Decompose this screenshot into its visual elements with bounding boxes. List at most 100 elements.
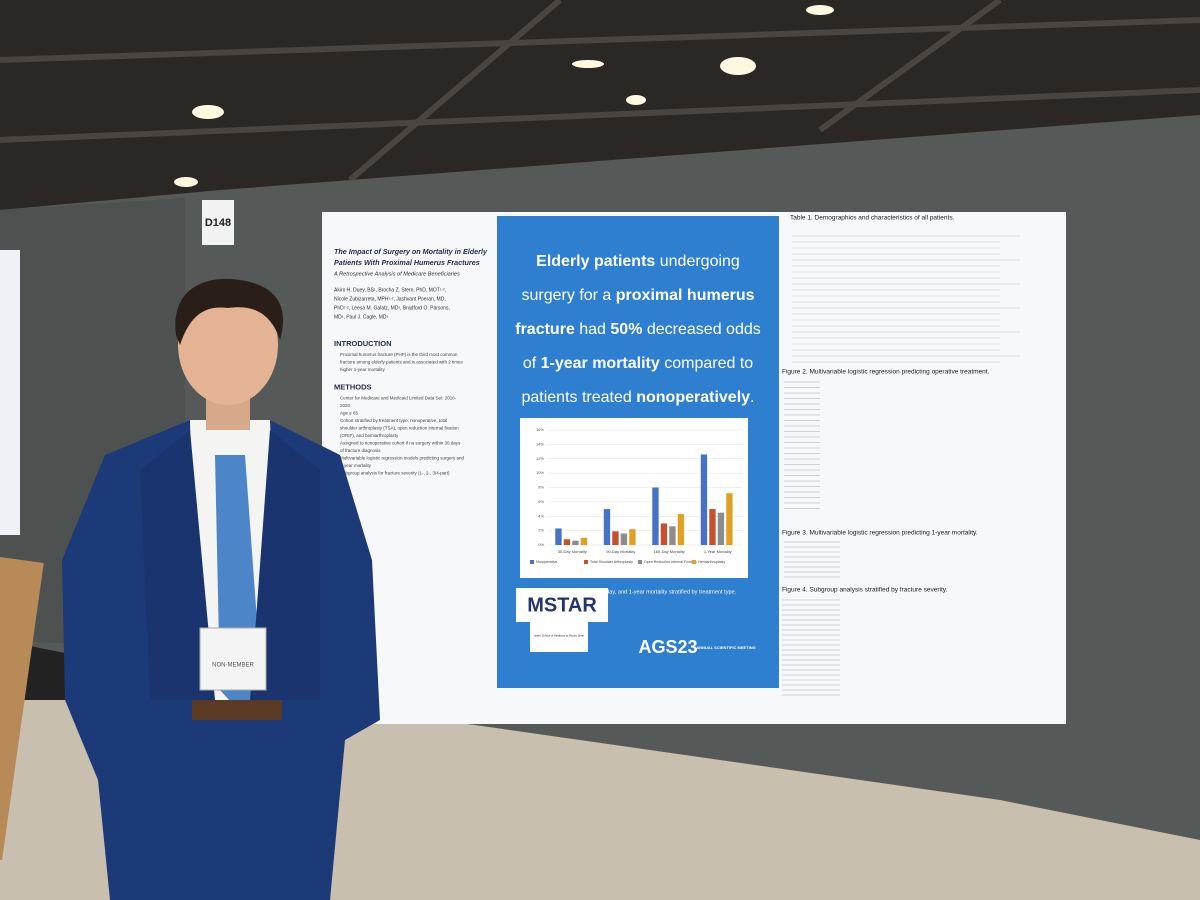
y-tick-label: 8% [538, 485, 544, 490]
bar [629, 529, 636, 545]
y-tick-label: 2% [538, 528, 544, 533]
key-message-segment: Elderly patients [536, 253, 655, 270]
y-tick-label: 10% [536, 470, 544, 475]
lights [174, 5, 834, 187]
section-line: shoulder arthroplasty (TSA), open reduct… [340, 426, 459, 431]
key-message-segment: surgery for a [522, 287, 616, 304]
bar [620, 533, 628, 545]
section-line: fracture among elderly patients and is a… [340, 360, 464, 365]
face [178, 285, 278, 405]
x-tick-label: 180-Day Mortality [654, 549, 685, 554]
section-line: 1-year mortality [340, 463, 372, 468]
table-title: Table 1. Demographics and characteristic… [790, 215, 955, 222]
key-message-line: surgery for a proximal humerus [522, 287, 755, 304]
badge-card [199, 627, 267, 691]
x-tick-label: 30-Day Mortality [558, 549, 587, 554]
section-line: Center for Medicare and Medicaid Limited… [340, 396, 457, 401]
figure-caption: Figure 1. 30-day, 90-day, 180-day, and 1… [532, 589, 737, 595]
section-line: Cohort stratified by treatment type: non… [340, 418, 447, 423]
section-line: 2020 [340, 403, 351, 408]
badge-text: NON-MEMBER [212, 663, 254, 669]
key-message-segment: 50% [610, 321, 642, 338]
key-message-line: of 1-year mortality compared to [523, 355, 753, 372]
y-tick-label: 12% [536, 456, 544, 461]
bar [572, 540, 579, 545]
key-message-segment: patients treated [521, 389, 636, 406]
x-tick-label: 1-Year Mortality [704, 549, 732, 554]
section-heading: INTRODUCTION [334, 339, 392, 348]
ceiling-beams [0, 0, 1200, 183]
section-line: (ORIF), and hemiarthroplasty [340, 433, 399, 438]
board-label: D148 [205, 217, 231, 229]
bar [660, 523, 668, 545]
section-heading: METHODS [334, 382, 372, 391]
school-logo: Icahn School of Medicine at Mount Sinai [534, 634, 584, 638]
author-line: Akiro H. Duey, BS¹, Brocha Z. Stern, PhD… [334, 287, 446, 293]
section-line: Subgroup analysis for fracture severity … [340, 471, 450, 476]
key-message-segment: compared to [660, 355, 753, 372]
author-line: Nicole Zubizarreta, MPH¹·², Jashvant Poe… [334, 296, 446, 302]
y-tick-label: 14% [536, 441, 544, 446]
bar [709, 509, 716, 545]
key-message-segment: decreased odds [642, 321, 760, 338]
section-line: higher 1-year mortality [340, 367, 386, 372]
legend-swatch [692, 560, 696, 564]
key-message-segment: nonoperatively [636, 389, 750, 406]
bar [580, 537, 588, 545]
neighbor-poster [0, 250, 20, 535]
key-message-segment: undergoing [655, 253, 740, 270]
meeting-logo: ANNUAL SCIENTIFIC MEETING [696, 645, 755, 650]
legend-swatch [584, 560, 588, 564]
key-message-line: Elderly patients undergoing [536, 253, 740, 270]
poster-title: The Impact of Surgery on Mortality in El… [334, 247, 488, 256]
legend-label: Hemiarthroplasty [698, 560, 725, 564]
legend-label: Nonoperative [536, 560, 557, 564]
y-tick-label: 16% [536, 427, 544, 432]
lapel-right [250, 430, 320, 700]
section-line: Multivariable logistic regression models… [340, 456, 465, 461]
key-message-segment: of [523, 355, 541, 372]
poster: The Impact of Surgery on Mortality in El… [322, 212, 1066, 724]
board-label-card [202, 200, 234, 245]
legend-swatch [638, 560, 642, 564]
section-line: Age ≥ 65 [340, 411, 358, 416]
figure-title: Figure 2. Multivariable logistic regress… [782, 369, 990, 376]
author-line: MD¹, Paul J. Cagle, MD¹ [334, 314, 389, 320]
belt [192, 700, 282, 720]
mstar-logo-box [516, 588, 608, 622]
bar [677, 514, 685, 545]
bar [555, 528, 562, 545]
key-message-segment: fracture [515, 321, 575, 338]
author-line: PhD¹·², Leesa M. Galatz, MD¹, Bradford O… [334, 305, 450, 311]
bar [612, 531, 619, 545]
section-line: of fracture diagnosis [340, 448, 381, 453]
bar [726, 493, 733, 545]
section-line: Proximal humerus fracture (PHF) is the t… [340, 352, 458, 357]
legend-swatch [530, 560, 534, 564]
section-line: Assigned to nonoperative cohort if no su… [340, 441, 461, 446]
figure-title: Figure 3. Multivariable logistic regress… [782, 530, 978, 537]
table-rows [782, 235, 1020, 696]
bar [603, 509, 611, 545]
key-message-segment: 1-year mortality [541, 355, 660, 372]
lapel-left [140, 430, 215, 700]
ags-logo: AGS23 [638, 637, 697, 657]
key-message-segment: proximal humerus [616, 287, 755, 304]
bar [652, 487, 659, 545]
school-logo-box [530, 618, 588, 652]
key-message-line: fracture had 50% decreased odds [515, 321, 761, 338]
key-message-segment: . [750, 389, 754, 406]
figure-title: Figure 4. Subgroup analysis stratified b… [782, 587, 948, 594]
bar [563, 539, 571, 545]
poster-subtitle: A Retrospective Analysis of Medicare Ben… [333, 271, 460, 277]
y-tick-label: 4% [538, 513, 544, 518]
presenter: NON-MEMBER [62, 278, 380, 900]
y-tick-label: 6% [538, 499, 544, 504]
bar [669, 526, 676, 545]
mstar-logo: MSTAR [527, 594, 597, 616]
key-message-line: patients treated nonoperatively. [521, 389, 754, 406]
y-tick-label: 0% [538, 542, 544, 547]
key-message-segment: had [575, 321, 611, 338]
hair [175, 278, 284, 345]
bar [700, 454, 708, 545]
